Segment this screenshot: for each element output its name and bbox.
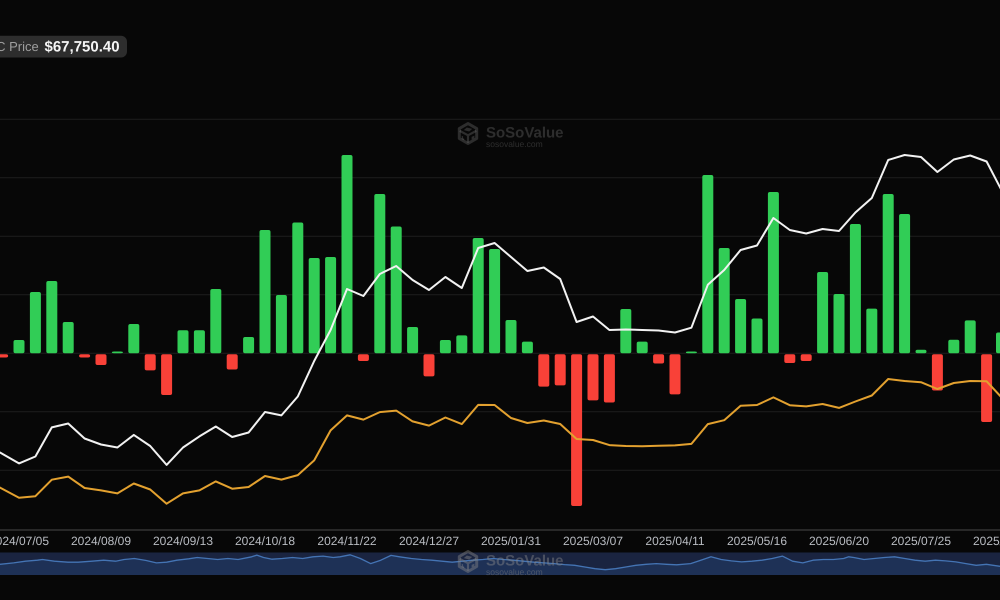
svg-text:2024/07/05: 2024/07/05 bbox=[0, 534, 49, 548]
svg-text:$67,750.40: $67,750.40 bbox=[45, 39, 120, 56]
svg-text:SoSoValue: SoSoValue bbox=[486, 124, 564, 141]
svg-text:2025/05/16: 2025/05/16 bbox=[727, 534, 787, 548]
svg-text:2024/09/13: 2024/09/13 bbox=[153, 534, 213, 548]
svg-text:2025/01/31: 2025/01/31 bbox=[481, 534, 541, 548]
svg-text:2025/07/25: 2025/07/25 bbox=[891, 534, 951, 548]
svg-text:2024/10/18: 2024/10/18 bbox=[235, 534, 295, 548]
svg-text:2025/08/29: 2025/08/29 bbox=[973, 534, 1000, 548]
svg-text:SoSoValue: SoSoValue bbox=[486, 552, 564, 569]
svg-text:2024/11/22: 2024/11/22 bbox=[317, 534, 376, 548]
svg-text:2025/06/20: 2025/06/20 bbox=[809, 534, 869, 548]
svg-text:BTC Price: BTC Price bbox=[0, 39, 39, 54]
svg-text:2024/12/27: 2024/12/27 bbox=[399, 534, 459, 548]
svg-text:2025/04/11: 2025/04/11 bbox=[645, 534, 704, 548]
svg-text:sosovalue.com: sosovalue.com bbox=[486, 139, 543, 149]
svg-text:2024/08/09: 2024/08/09 bbox=[71, 534, 131, 548]
svg-text:2025/03/07: 2025/03/07 bbox=[563, 534, 623, 548]
svg-text:sosovalue.com: sosovalue.com bbox=[486, 567, 543, 577]
